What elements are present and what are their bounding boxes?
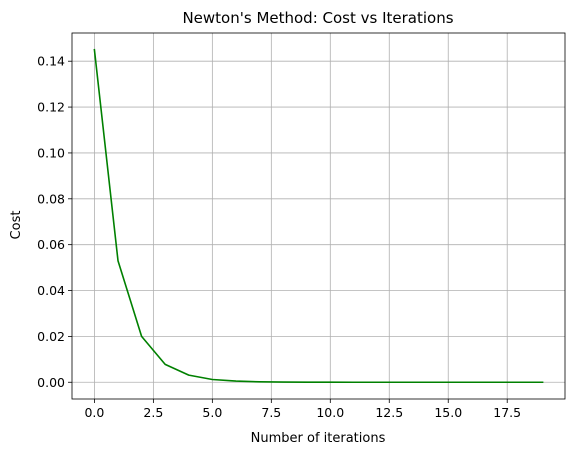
x-tick-label: 12.5 bbox=[375, 405, 403, 420]
plot-frame bbox=[71, 32, 566, 400]
y-tick-label: 0.00 bbox=[37, 375, 65, 390]
series-layer bbox=[93, 48, 544, 384]
y-tick-label: 0.06 bbox=[37, 237, 65, 252]
y-tick-label: 0.02 bbox=[37, 329, 65, 344]
y-tick-label: 0.10 bbox=[37, 145, 65, 160]
chart-title: Newton's Method: Cost vs Iterations bbox=[182, 9, 453, 27]
y-tick-label: 0.08 bbox=[37, 191, 65, 206]
grid bbox=[72, 33, 565, 399]
x-tick-label: 7.5 bbox=[261, 405, 281, 420]
x-tick-label: 0.0 bbox=[84, 405, 104, 420]
cost-series-line bbox=[93, 48, 544, 384]
y-axis-label: Cost bbox=[9, 211, 24, 240]
x-tick-label: 10.0 bbox=[316, 405, 344, 420]
x-tick-label: 2.5 bbox=[143, 405, 163, 420]
x-tick-label: 15.0 bbox=[434, 405, 462, 420]
x-axis-label: Number of iterations bbox=[251, 431, 386, 446]
y-tick-label: 0.04 bbox=[37, 283, 65, 298]
x-tick-label: 17.5 bbox=[493, 405, 521, 420]
x-ticks: 0.0 2.5 5.0 7.5 10.0 12.5 15.0 17.5 bbox=[84, 399, 521, 420]
y-tick-label: 0.12 bbox=[37, 100, 65, 115]
y-ticks: 0.00 0.02 0.04 0.06 0.08 0.10 0.12 0.14 bbox=[37, 54, 72, 390]
x-tick-label: 5.0 bbox=[202, 405, 222, 420]
y-tick-label: 0.14 bbox=[37, 54, 65, 69]
